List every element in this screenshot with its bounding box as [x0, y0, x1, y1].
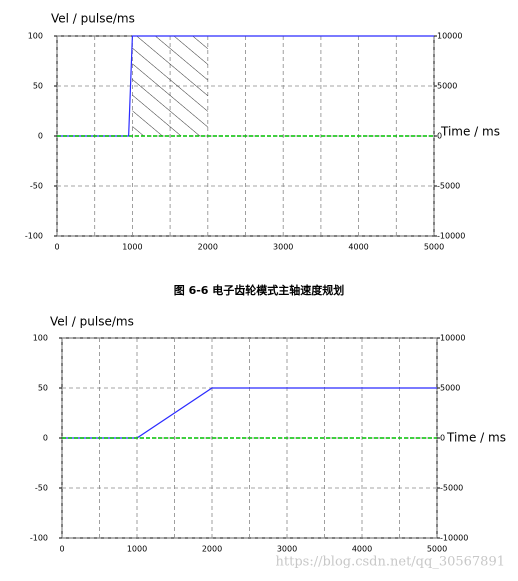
y2-tick-label: 0 — [440, 434, 445, 443]
x-tick-label: 1000 — [127, 545, 147, 554]
x-tick-label: 5000 — [427, 545, 447, 554]
y-axis-label: Vel / pulse/ms — [51, 12, 135, 26]
x-tick-label: 0 — [59, 545, 64, 554]
x-tick-label: 5000 — [424, 243, 444, 252]
y2-tick-label: 0 — [437, 132, 442, 141]
x-tick-label: 0 — [54, 243, 59, 252]
y-tick-label: 100 — [28, 32, 43, 41]
y2-tick-label: -5000 — [440, 484, 463, 493]
x-tick-label: 4000 — [352, 545, 372, 554]
y-tick-label: -50 — [30, 182, 43, 191]
hatched-region — [132, 36, 208, 136]
x-axis-label: Time / ms — [446, 431, 506, 445]
y2-tick-label: 10000 — [440, 334, 465, 343]
watermark: https://blog.csdn.net/qq_30567891 — [276, 555, 505, 570]
y-tick-label: 0 — [43, 434, 48, 443]
y-tick-label: -100 — [25, 232, 43, 241]
y-axis-label: Vel / pulse/ms — [50, 315, 134, 329]
y2-tick-label: 5000 — [437, 82, 457, 91]
x-tick-label: 4000 — [348, 243, 368, 252]
x-tick-label: 2000 — [202, 545, 222, 554]
caption: 图 6-6 电子齿轮模式主轴速度规划 — [174, 283, 345, 297]
y2-tick-label: -10000 — [440, 534, 468, 543]
y2-tick-label: -10000 — [437, 232, 465, 241]
y-tick-label: -50 — [35, 484, 48, 493]
y-tick-label: 100 — [33, 334, 48, 343]
y-tick-label: 50 — [38, 384, 48, 393]
series-line — [57, 35, 434, 137]
y-tick-label: -100 — [30, 534, 48, 543]
y-tick-label: 0 — [38, 132, 43, 141]
y2-tick-label: -5000 — [437, 182, 460, 191]
y2-tick-label: 10000 — [437, 32, 462, 41]
x-tick-label: 3000 — [277, 545, 297, 554]
y-tick-label: 50 — [33, 82, 43, 91]
x-tick-label: 3000 — [273, 243, 293, 252]
x-tick-label: 1000 — [122, 243, 142, 252]
x-axis-label: Time / ms — [440, 125, 500, 139]
y2-tick-label: 5000 — [440, 384, 460, 393]
x-tick-label: 2000 — [198, 243, 218, 252]
